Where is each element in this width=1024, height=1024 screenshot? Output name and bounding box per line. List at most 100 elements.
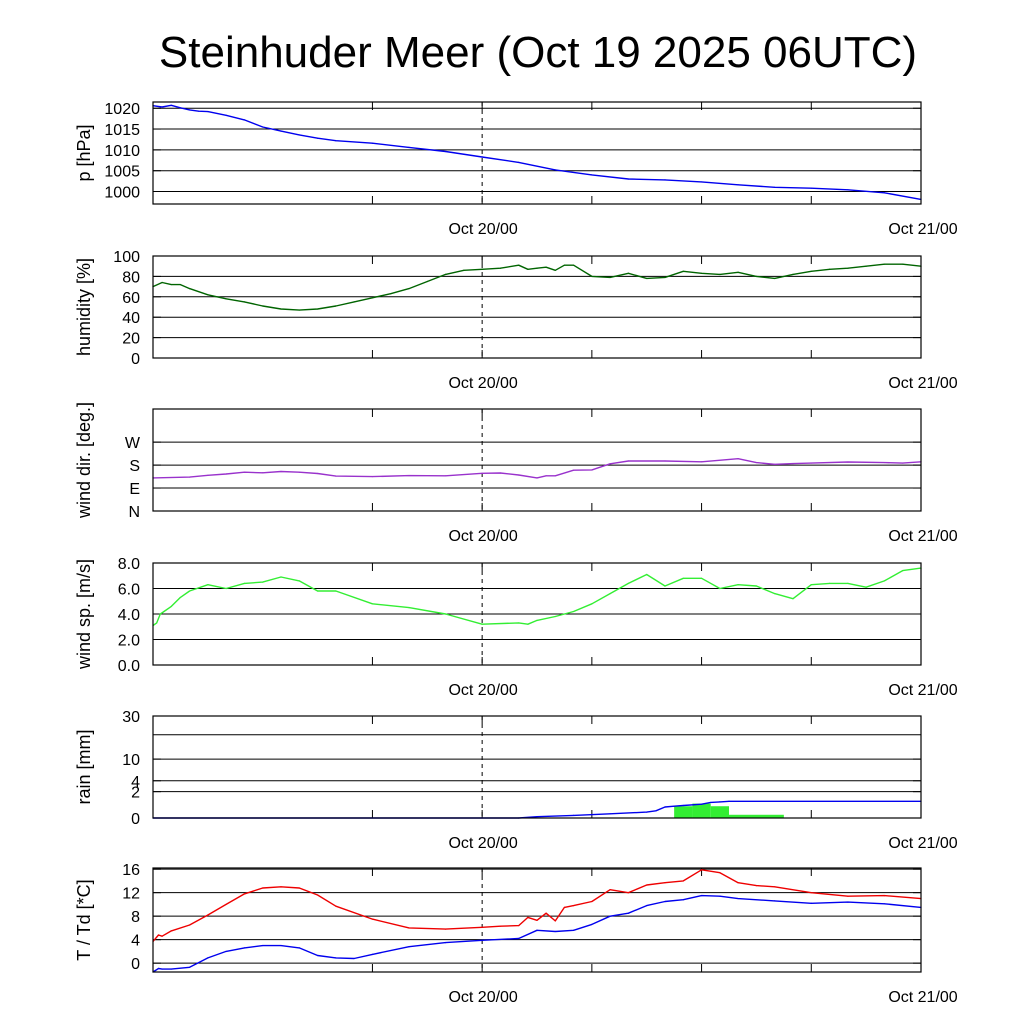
y-tick-label: E [129,481,140,498]
y-tick-label: 40 [122,310,140,327]
data-point [792,273,794,275]
data-point [371,953,374,955]
y-tick-label: 12 [122,886,140,903]
data-point [481,939,483,941]
data-point [170,104,172,106]
data-point [883,263,886,265]
y-tick-label: 0 [131,811,140,828]
data-point [554,615,556,618]
data-point [810,892,812,894]
data-point [518,924,520,927]
data-point [280,130,282,132]
data-point [335,905,337,907]
data-point [572,469,575,471]
data-point [335,140,337,142]
panel-humidity: 0 20 40 60 80 100 Oct 20/00 Oct 21/00 humidity [… [74,249,958,392]
data-point [262,944,264,947]
data-point [179,283,182,286]
data-point [198,110,200,112]
data-point [719,587,721,590]
data-point [518,622,520,624]
panel-temperature: 0 4 8 12 16 Oct 20/00 Oct 21/00 T / Td [*C] [74,862,958,1006]
data-point [737,882,739,884]
panel-rain: 0 24 10 30 Oct 20/00 Oct 21/00 rain [mm] [74,709,958,852]
data-point [518,264,520,266]
data-point [518,161,520,163]
data-point [591,275,593,277]
data-point [609,813,611,815]
x-tick-label: Oct 20/00 [448,221,517,238]
data-point [408,474,410,477]
data-point [243,119,246,121]
y-axis-label: rain [mm] [74,729,94,804]
data-point [865,586,867,588]
data-point [243,947,246,949]
data-point [371,918,374,920]
data-point [737,458,739,460]
data-point [536,816,538,818]
data-point [902,263,904,265]
data-point [170,930,172,932]
data-point [664,276,666,279]
data-point [371,142,374,144]
data-point [179,596,182,599]
data-point [444,273,447,275]
data-point [225,950,227,953]
data-point [262,305,264,307]
rain-bar [692,803,711,818]
data-point [728,800,730,802]
data-point [664,179,666,181]
y-axis-label: p [hPa] [74,124,94,181]
data-point [554,475,556,477]
data-point [755,275,758,277]
data-point [243,471,246,473]
data-point [572,610,575,613]
series-line-wind-direction [152,458,922,479]
data-point [188,924,191,926]
data-point [737,271,739,273]
data-point [444,942,447,944]
data-point [499,267,502,269]
data-point [902,462,904,464]
series-line-accumulated-rain [153,800,921,819]
data-point [298,134,300,136]
panel-frame [152,715,922,819]
data-point [170,968,172,970]
data-point [536,477,538,479]
data-point [774,463,776,465]
data-point [225,298,227,300]
panel-frame [152,408,922,512]
y-tick-label: 20 [122,331,140,348]
data-point [563,264,566,266]
data-point [627,178,630,180]
data-point [847,582,849,585]
data-point [518,937,520,940]
panel-frame [152,101,922,205]
data-point [700,869,703,871]
panel-frame [152,867,922,973]
data-point [316,590,319,592]
data-point [225,473,227,475]
data-point [664,882,666,884]
data-point [188,966,191,968]
data-point [545,475,547,477]
data-point [518,474,520,476]
data-point [883,192,886,194]
data-point [719,801,721,803]
data-point [902,570,904,572]
data-point [545,912,547,914]
data-point [554,930,556,933]
data-point [627,272,630,274]
y-tick-label: 4.0 [118,607,140,624]
data-point [700,272,703,274]
data-point [554,920,556,922]
y-tick-label: S [129,458,140,475]
x-tick-label: Oct 21/00 [888,375,957,392]
data-point [572,814,575,816]
data-point [682,899,684,901]
data-point [865,265,867,267]
data-point [609,889,611,891]
series-line-wind-speed [152,567,922,627]
data-point [737,184,739,186]
